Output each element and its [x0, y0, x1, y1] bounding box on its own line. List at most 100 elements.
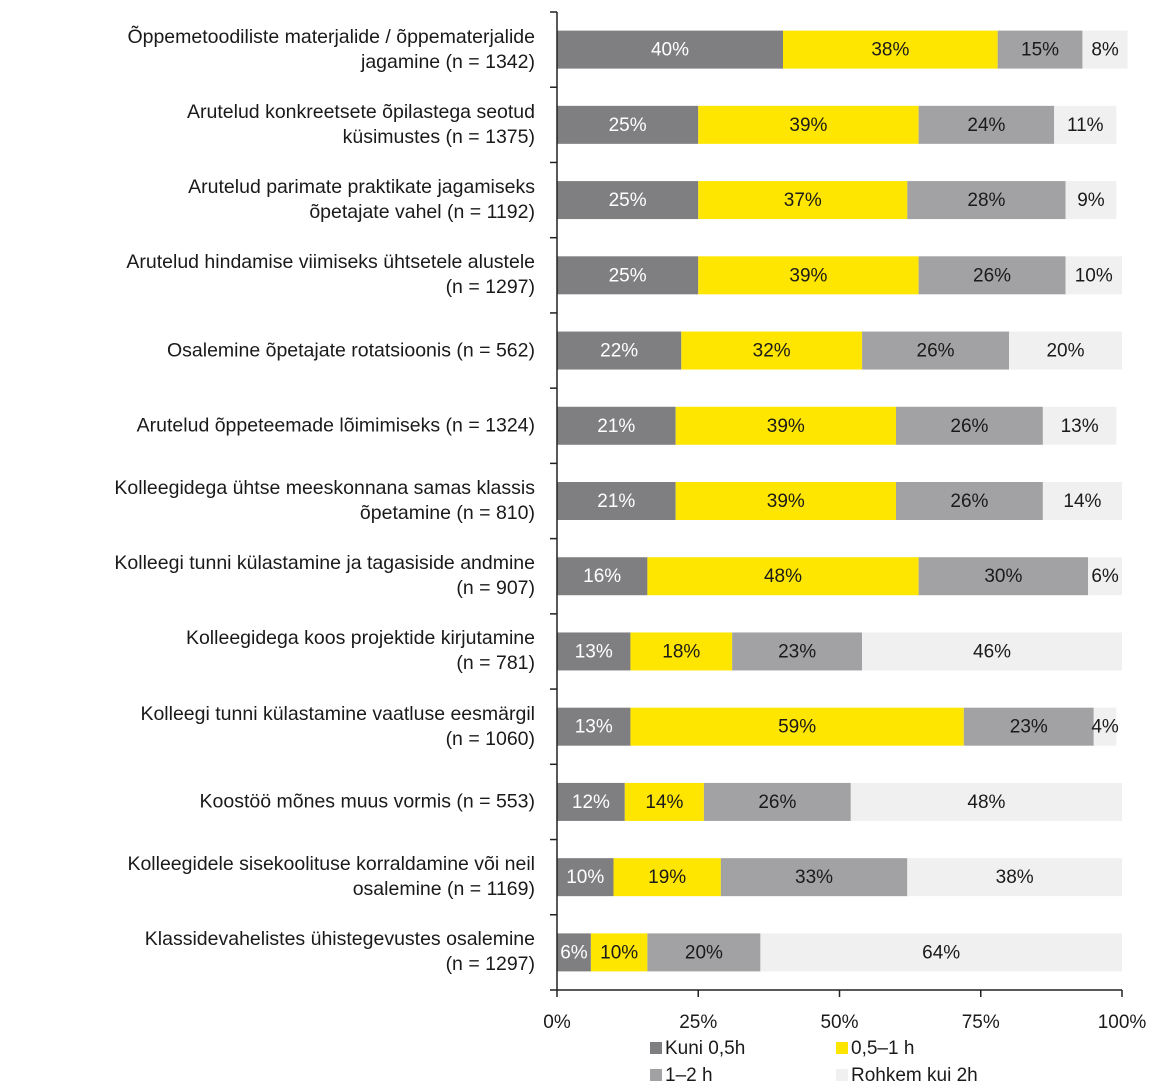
bar-segment [557, 181, 699, 220]
bar-segment [907, 181, 1066, 220]
category-label: Kolleegidega koos projektide kirjutamine… [185, 627, 535, 675]
bar-segment [783, 30, 998, 69]
bar-segment [862, 632, 1122, 671]
data-label: 11% [1067, 115, 1104, 136]
bar-segment [698, 105, 919, 144]
data-label: 25% [609, 265, 647, 286]
bar-segment [1065, 256, 1122, 295]
category-label: Õppemetoodiliste materjalide / õppemater… [127, 25, 535, 73]
data-label: 33% [795, 867, 833, 888]
data-label: 25% [609, 115, 647, 136]
data-label: 23% [1010, 717, 1048, 738]
data-label: 39% [789, 115, 827, 136]
data-label: 28% [967, 190, 1005, 211]
bar-segment [647, 933, 761, 972]
data-label: 20% [685, 942, 723, 963]
bar-segment [557, 331, 682, 370]
data-label: 15% [1021, 40, 1059, 61]
data-label: 38% [871, 40, 909, 61]
category-label: Kolleegi tunni külastamine ja tagasiside… [114, 552, 535, 600]
bar-segment [557, 933, 591, 972]
data-label: 14% [1063, 491, 1101, 512]
bar-segment [963, 707, 1094, 746]
bar-segment [557, 30, 783, 69]
data-label: 13% [575, 641, 613, 662]
data-label: 10% [566, 867, 604, 888]
bar-segment [557, 782, 625, 821]
x-tick-label: 25% [679, 1012, 717, 1033]
data-label: 13% [1061, 416, 1099, 437]
data-label: 37% [784, 190, 822, 211]
data-label: 64% [922, 942, 960, 963]
bar-segment [1042, 482, 1122, 520]
category-label: Kolleegidele sisekoolituse korraldamine … [127, 853, 535, 901]
category-label: Kolleegidega ühtse meeskonnana samas kla… [114, 477, 535, 524]
data-label: 20% [1046, 341, 1084, 362]
category-label: Arutelud konkreetsete õpilastega seotud … [187, 100, 535, 148]
bar-segment [918, 557, 1089, 596]
data-label: 39% [767, 416, 805, 437]
legend-swatch [836, 1042, 848, 1054]
legend-swatch [650, 1069, 662, 1081]
bar-segment [630, 707, 964, 746]
data-label: 19% [648, 867, 686, 888]
bar-segment [896, 482, 1043, 520]
data-label: 26% [950, 416, 988, 437]
legend-label: 1–2 h [665, 1065, 713, 1085]
x-tick-label: 75% [962, 1012, 1000, 1033]
data-label: 13% [575, 717, 613, 738]
x-tick-label: 50% [820, 1012, 858, 1033]
bar-segment [997, 30, 1083, 69]
data-label: 59% [778, 717, 816, 738]
bar-segment [850, 782, 1122, 821]
bar-segment [557, 557, 648, 596]
data-label: 39% [789, 265, 827, 286]
bar-segment [557, 256, 699, 295]
bar-segment [590, 933, 648, 972]
data-label: 26% [950, 491, 988, 512]
bar-segment [862, 331, 1009, 370]
data-label: 8% [1091, 40, 1119, 61]
bar-segment [918, 105, 1055, 144]
bar-segment [675, 406, 896, 445]
legend-label: Rohkem kui 2h [851, 1065, 978, 1085]
data-label: 25% [609, 190, 647, 211]
legend-label: 0,5–1 h [851, 1038, 914, 1059]
data-label: 6% [1091, 566, 1119, 587]
bar-segment [760, 933, 1122, 972]
bar-segment [675, 482, 896, 520]
bar-segment [1042, 406, 1117, 445]
legend-swatch [650, 1042, 662, 1054]
category-label: Arutelud parimate praktikate jagamiseks … [188, 176, 535, 224]
category-label: Osalemine õpetajate rotatsioonis (n = 56… [166, 339, 535, 362]
bar-segment [557, 406, 676, 445]
bar-segment [698, 256, 919, 295]
data-label: 9% [1077, 190, 1105, 211]
data-label: 4% [1091, 717, 1119, 738]
data-label: 22% [600, 341, 638, 362]
bar-segment [907, 858, 1122, 897]
bar-segment [557, 858, 614, 897]
legend-swatch [836, 1069, 848, 1081]
data-label: 10% [1075, 265, 1113, 286]
data-label: 16% [583, 566, 621, 587]
data-label: 39% [767, 491, 805, 512]
data-label: 18% [662, 641, 700, 662]
bar-segment [698, 181, 908, 220]
bar-segment [1082, 30, 1128, 69]
data-label: 38% [996, 867, 1034, 888]
data-label: 10% [600, 942, 638, 963]
bar-segment [1065, 181, 1117, 220]
category-label: Klassidevahelistes ühistegevustes osalem… [144, 928, 535, 976]
x-tick-label: 0% [543, 1012, 571, 1033]
legend-label: Kuni 0,5h [665, 1038, 745, 1059]
category-label: Kolleegi tunni külastamine vaatluse eesm… [140, 702, 535, 750]
category-label: Koostöö mõnes muus vormis (n = 553) [199, 790, 535, 813]
data-label: 23% [778, 641, 816, 662]
data-label: 6% [560, 942, 588, 963]
data-label: 26% [758, 792, 796, 813]
bar-segment [732, 632, 863, 671]
data-label: 12% [572, 792, 610, 813]
